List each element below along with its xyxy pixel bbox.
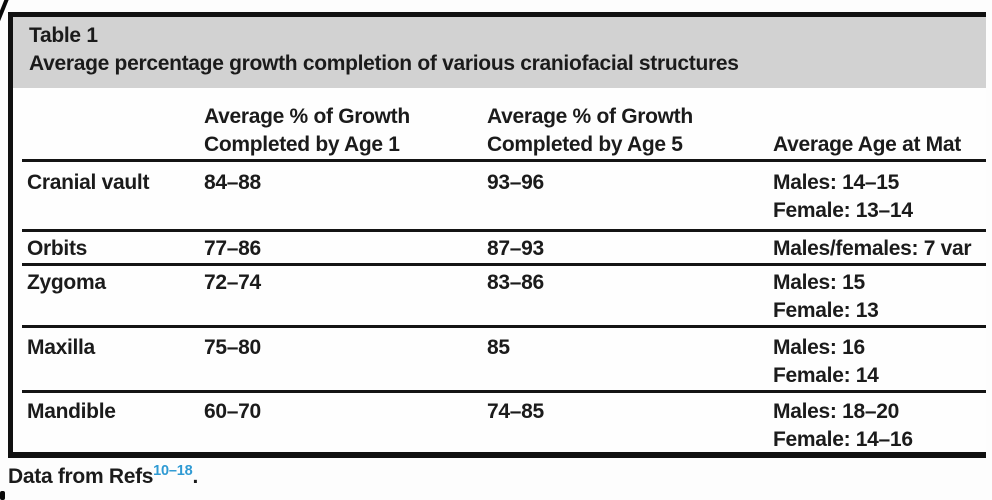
maturity-value: Males: 14–15 Female: 13–14 (773, 171, 913, 222)
structure-label: Cranial vault (27, 171, 150, 194)
age1-value: 84–88 (204, 171, 261, 194)
table-row-zygoma: Zygoma 72–74 83–86 Males: 15 Female: 13 (22, 266, 986, 328)
table-label: Table 1 (29, 24, 98, 47)
footnote-text: Data from Refs (8, 465, 154, 488)
maturity-value: Males: 15 Female: 13 (773, 271, 879, 322)
age1-value: 72–74 (204, 271, 261, 294)
age5-value: 74–85 (487, 400, 544, 423)
column-header-age1: Average % of Growth Completed by Age 1 (204, 105, 410, 156)
structure-label: Orbits (27, 237, 88, 260)
age5-value: 85 (487, 336, 510, 359)
structure-label: Maxilla (27, 336, 95, 359)
table-row-mandible: Mandible 60–70 74–85 Males: 18–20 Female… (22, 393, 986, 452)
table-1: Table 1 Average percentage growth comple… (8, 12, 986, 458)
structure-label: Zygoma (27, 271, 106, 294)
age1-value: 60–70 (204, 400, 261, 423)
table-row-maxilla: Maxilla 75–80 85 Males: 16 Female: 14 (22, 328, 986, 393)
age1-value: 77–86 (204, 237, 261, 260)
footnote-period: . (192, 465, 199, 488)
age5-value: 87–93 (487, 237, 544, 260)
table-content: Average % of Growth Completed by Age 1 A… (22, 88, 986, 452)
scan-artifact-bottom-left (0, 491, 5, 500)
reference-citation-link[interactable]: 10–18 (153, 463, 193, 479)
age5-value: 83–86 (487, 271, 544, 294)
column-header-maturity: Average Age at Mat (773, 133, 961, 156)
table-footnote: Data from Refs10–18. (8, 463, 198, 493)
table-row-orbits: Orbits 77–86 87–93 Males/females: 7 var (22, 232, 986, 266)
structure-label: Mandible (27, 400, 116, 423)
table-title-band: Table 1 Average percentage growth comple… (13, 17, 986, 88)
maturity-value: Males: 18–20 Female: 14–16 (773, 400, 913, 451)
age5-value: 93–96 (487, 171, 544, 194)
column-header-age5: Average % of Growth Completed by Age 5 (487, 105, 693, 156)
table-row-cranial-vault: Cranial vault 84–88 93–96 Males: 14–15 F… (22, 162, 986, 232)
age1-value: 75–80 (204, 336, 261, 359)
maturity-value: Males/females: 7 var (773, 237, 972, 260)
maturity-value: Males: 16 Female: 14 (773, 336, 879, 387)
table-header-row: Average % of Growth Completed by Age 1 A… (22, 88, 986, 162)
table-title: Average percentage growth completion of … (29, 52, 739, 75)
